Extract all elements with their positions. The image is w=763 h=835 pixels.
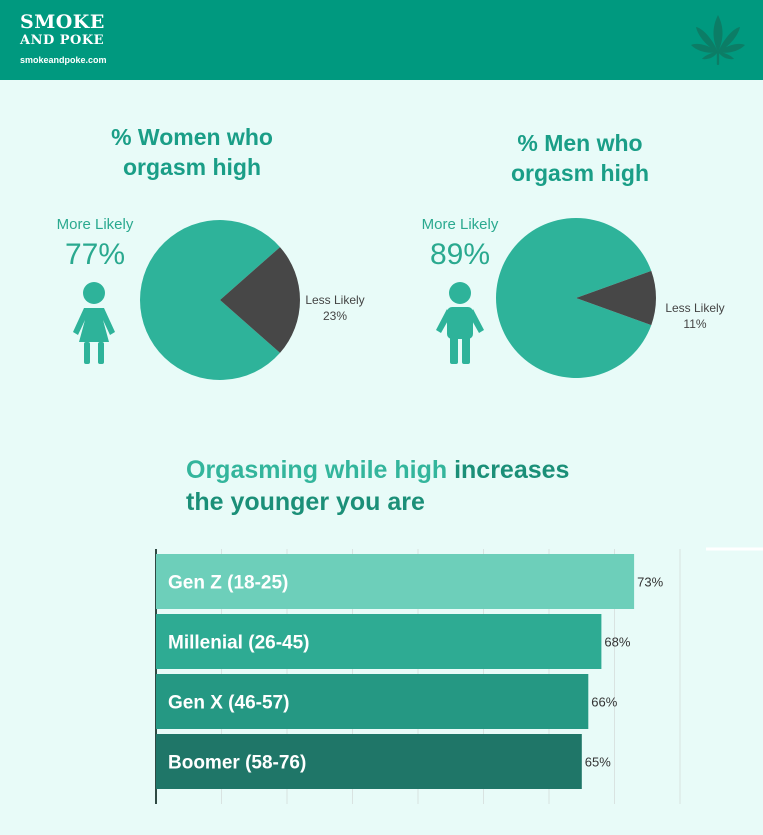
bar-title-highlight: Orgasming while high: [186, 456, 448, 484]
men-pie-title: % Men who orgasm high: [480, 128, 680, 188]
bar-title-line2: the younger you are: [186, 488, 425, 516]
brand-name-line1: SMOKE: [20, 11, 105, 33]
men-pie-slice-more-likely: [495, 218, 652, 378]
bar-category-label: Gen X (46-57): [168, 693, 289, 714]
men-pie-chart: [495, 218, 656, 378]
man-icon: [436, 282, 484, 364]
bar: [156, 554, 635, 609]
women-more-likely-value: 77%: [64, 238, 126, 271]
bar-data-label: 66%: [591, 695, 617, 710]
bar-title-rest: increases: [447, 456, 570, 484]
women-pie-chart: [139, 220, 300, 380]
bar-data-label: 68%: [604, 635, 630, 650]
bar-data-label: 73%: [637, 575, 663, 590]
woman-icon: [73, 282, 115, 364]
bar: [156, 734, 582, 789]
women-pie-title: % Women who orgasm high: [92, 122, 292, 182]
women-title-line1: % Women who: [111, 124, 273, 150]
men-more-likely-value: 89%: [429, 238, 491, 271]
women-pie-slice-less-likely: [220, 247, 300, 353]
women-title-line2: orgasm high: [122, 154, 261, 180]
women-more-likely-label: More Likely: [56, 216, 134, 233]
women-less-likely-value: 23%: [322, 309, 348, 323]
men-pie-slice-less-likely: [576, 270, 656, 326]
men-less-likely-label: Less Likely: [665, 301, 725, 315]
bar: [156, 674, 589, 729]
bar-chart-title: Orgasming while high increases the young…: [186, 454, 706, 518]
bar-category-label: Millenial (26-45): [168, 633, 310, 654]
bar-category-label: Gen Z (18-25): [168, 573, 288, 594]
header-banner: SMOKE AND POKE smokeandpoke.com: [0, 0, 763, 80]
men-more-likely-label: More Likely: [421, 216, 499, 233]
generation-bar-chart: Gen Z (18-25) 73% Millenial (26-45) 68% Gen …: [155, 547, 763, 804]
bar-data-label: 65%: [585, 755, 611, 770]
brand-url: smokeandpoke.com: [20, 55, 107, 65]
women-less-likely-label: Less Likely: [305, 293, 365, 307]
men-title-line2: orgasm high: [510, 160, 649, 186]
bar-category-label: Boomer (58-76): [168, 753, 306, 774]
brand-name-line2: AND POKE: [20, 33, 105, 48]
women-less-likely-annotation: Less Likely 23%: [295, 292, 375, 324]
bar: [156, 614, 602, 669]
bars-group: Gen Z (18-25) 73% Millenial (26-45) 68% Gen …: [156, 554, 664, 789]
cannabis-leaf-icon: [691, 15, 745, 65]
men-less-likely-value: 11%: [683, 317, 707, 331]
men-less-likely-annotation: Less Likely 11%: [655, 300, 735, 332]
men-title-line1: % Men who: [517, 130, 643, 156]
women-pie-slice-more-likely: [139, 220, 281, 380]
